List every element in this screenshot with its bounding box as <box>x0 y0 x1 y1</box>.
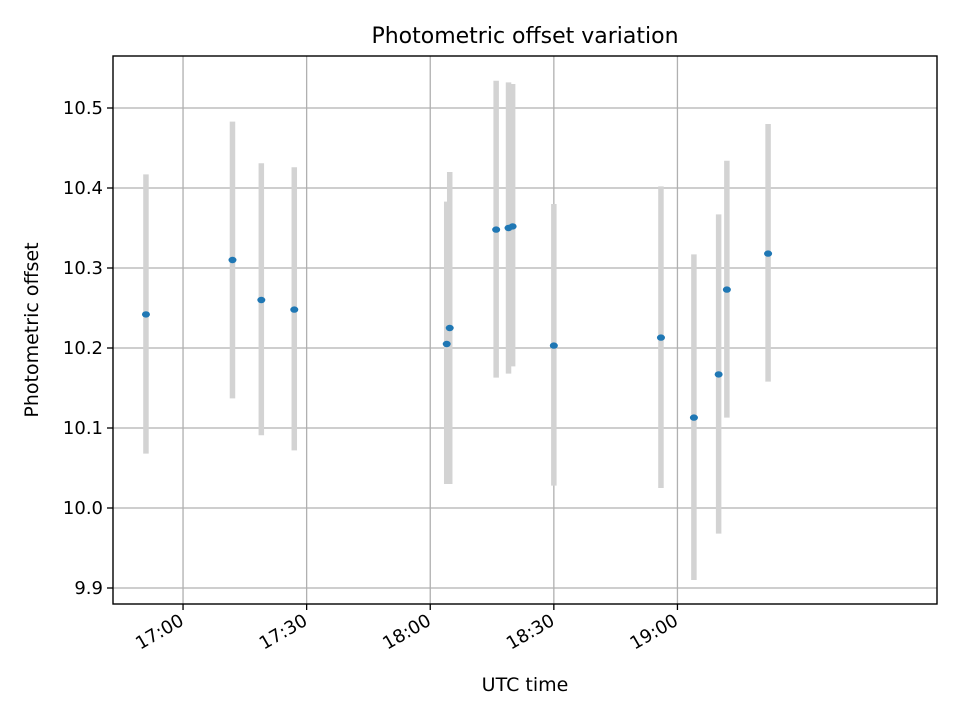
y-tick-label: 10.0 <box>63 498 103 519</box>
errorbar-layer <box>143 80 771 580</box>
data-point <box>508 223 517 230</box>
data-point <box>228 256 237 264</box>
data-point <box>714 371 723 378</box>
x-tick-label: 18:30 <box>503 610 558 654</box>
x-tick-label: 17:00 <box>132 610 187 654</box>
data-point <box>549 342 558 349</box>
chart-title: Photometric offset variation <box>371 24 678 49</box>
tick-layer: 17:00 17:30 18:00 18:30 19:00 9.9 10.0 10.1 10.2… <box>63 98 682 654</box>
grid-layer <box>113 56 937 604</box>
x-tick-label: 19:00 <box>627 610 682 654</box>
y-tick-label: 10.4 <box>63 178 103 199</box>
point-layer <box>141 223 773 421</box>
y-tick-label: 10.1 <box>63 418 103 439</box>
data-point <box>689 414 698 421</box>
y-tick-label: 9.9 <box>74 578 103 599</box>
data-point <box>442 340 451 348</box>
plot-frame <box>112 55 938 605</box>
x-tick-label: 18:00 <box>379 610 434 654</box>
data-point <box>141 311 150 318</box>
x-axis-label: UTC time <box>482 674 569 696</box>
data-point <box>722 286 731 293</box>
x-tick-label: 17:30 <box>256 610 311 654</box>
y-tick-label: 10.3 <box>63 258 103 279</box>
data-point <box>492 226 501 233</box>
data-point <box>445 324 454 332</box>
data-point <box>257 296 266 304</box>
data-point <box>764 250 773 257</box>
data-point <box>290 306 299 313</box>
y-axis-label: Photometric offset <box>21 242 43 417</box>
data-point <box>656 334 665 341</box>
y-tick-label: 10.2 <box>63 338 103 359</box>
y-tick-label: 10.5 <box>63 98 103 119</box>
